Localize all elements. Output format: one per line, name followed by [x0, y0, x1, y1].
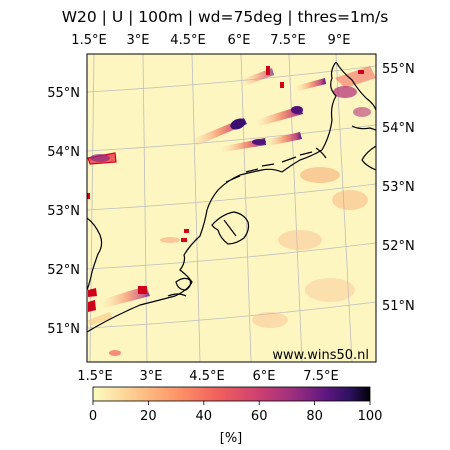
onshore-spot: [109, 350, 121, 356]
onshore-spot: [252, 312, 288, 328]
left-lat-label: 51°N: [47, 322, 80, 337]
top-lon-label: 1.5°E: [71, 33, 106, 48]
map-frame: [86, 53, 377, 363]
wake-plume: [295, 78, 326, 91]
wake-plume: [88, 312, 112, 326]
wake-core: [291, 106, 303, 114]
bottom-lon-label: 3°E: [140, 369, 163, 384]
wake-plume: [160, 237, 180, 243]
top-lon-label: 6°E: [228, 33, 251, 48]
wake-plume: [100, 286, 150, 308]
bottom-lon-label: 6°E: [253, 369, 276, 384]
wake-farm: [90, 154, 110, 162]
sea-background: [87, 54, 376, 362]
right-lat-label: 55°N: [382, 62, 415, 77]
bottom-lon-label: 1.5°E: [77, 369, 112, 384]
wake-farm: [358, 70, 364, 74]
wake-plume: [265, 132, 302, 146]
wake-core: [353, 107, 371, 117]
onshore-spot: [278, 230, 322, 250]
colorbar-tick: 100: [358, 409, 383, 424]
right-lat-label: 51°N: [382, 299, 415, 314]
wake-farm: [184, 229, 189, 233]
onshore-spot: [305, 278, 355, 302]
wake-farm: [88, 288, 97, 297]
top-lon-label: 4.5°E: [170, 33, 205, 48]
colorbar-label: [%]: [220, 431, 243, 446]
graticule: [87, 54, 376, 362]
colorbar-tick: 0: [89, 409, 97, 424]
wake-core: [230, 118, 246, 130]
bottom-lon-label: 7.5°E: [303, 369, 338, 384]
wake-farm: [88, 300, 96, 312]
wake-core: [333, 86, 357, 98]
left-latitude-labels: 55°N 54°N 53°N 52°N 51°N: [47, 86, 80, 337]
wake-farm: [138, 286, 147, 294]
top-lon-label: 3°E: [127, 33, 150, 48]
bottom-longitude-labels: 1.5°E 3°E 4.5°E 6°E 7.5°E: [77, 369, 338, 384]
wake-core: [252, 139, 266, 145]
colorbar-tick: 80: [306, 409, 323, 424]
top-longitude-labels: 1.5°E 3°E 4.5°E 6°E 7.5°E 9°E: [71, 33, 350, 48]
wake-farm: [280, 82, 284, 88]
chart-title: W20 | U | 100m | wd=75deg | thres=1m/s: [61, 8, 389, 26]
coastline: [87, 61, 376, 333]
wake-farm: [266, 66, 270, 75]
onshore-spot: [300, 167, 340, 183]
colorbar: 0 20 40 60 80 100 [%]: [89, 386, 383, 446]
right-lat-label: 52°N: [382, 239, 415, 254]
left-lat-label: 52°N: [47, 263, 80, 278]
wake-farm: [181, 238, 187, 242]
right-lat-label: 53°N: [382, 180, 415, 195]
left-lat-label: 55°N: [47, 86, 80, 101]
right-latitude-labels: 55°N 54°N 53°N 52°N 51°N: [382, 62, 415, 314]
bottom-lon-label: 4.5°E: [189, 369, 224, 384]
credit-text: www.wins50.nl: [272, 348, 369, 363]
left-lat-label: 54°N: [47, 145, 80, 160]
colorbar-tick: 20: [140, 409, 157, 424]
wake-field: [87, 66, 376, 356]
onshore-spot: [332, 190, 368, 210]
top-lon-label: 9°E: [328, 33, 351, 48]
wake-plume: [335, 66, 376, 88]
wake-plume: [240, 68, 274, 86]
map-area: www.wins50.nl: [87, 54, 376, 363]
wake-farm: [87, 193, 90, 199]
colorbar-gradient: [92, 386, 371, 402]
colorbar-tick: 60: [251, 409, 268, 424]
top-lon-label: 7.5°E: [270, 33, 305, 48]
wake-plume: [255, 106, 303, 126]
left-lat-label: 53°N: [47, 204, 80, 219]
colorbar-tick: 40: [196, 409, 213, 424]
right-lat-label: 54°N: [382, 121, 415, 136]
